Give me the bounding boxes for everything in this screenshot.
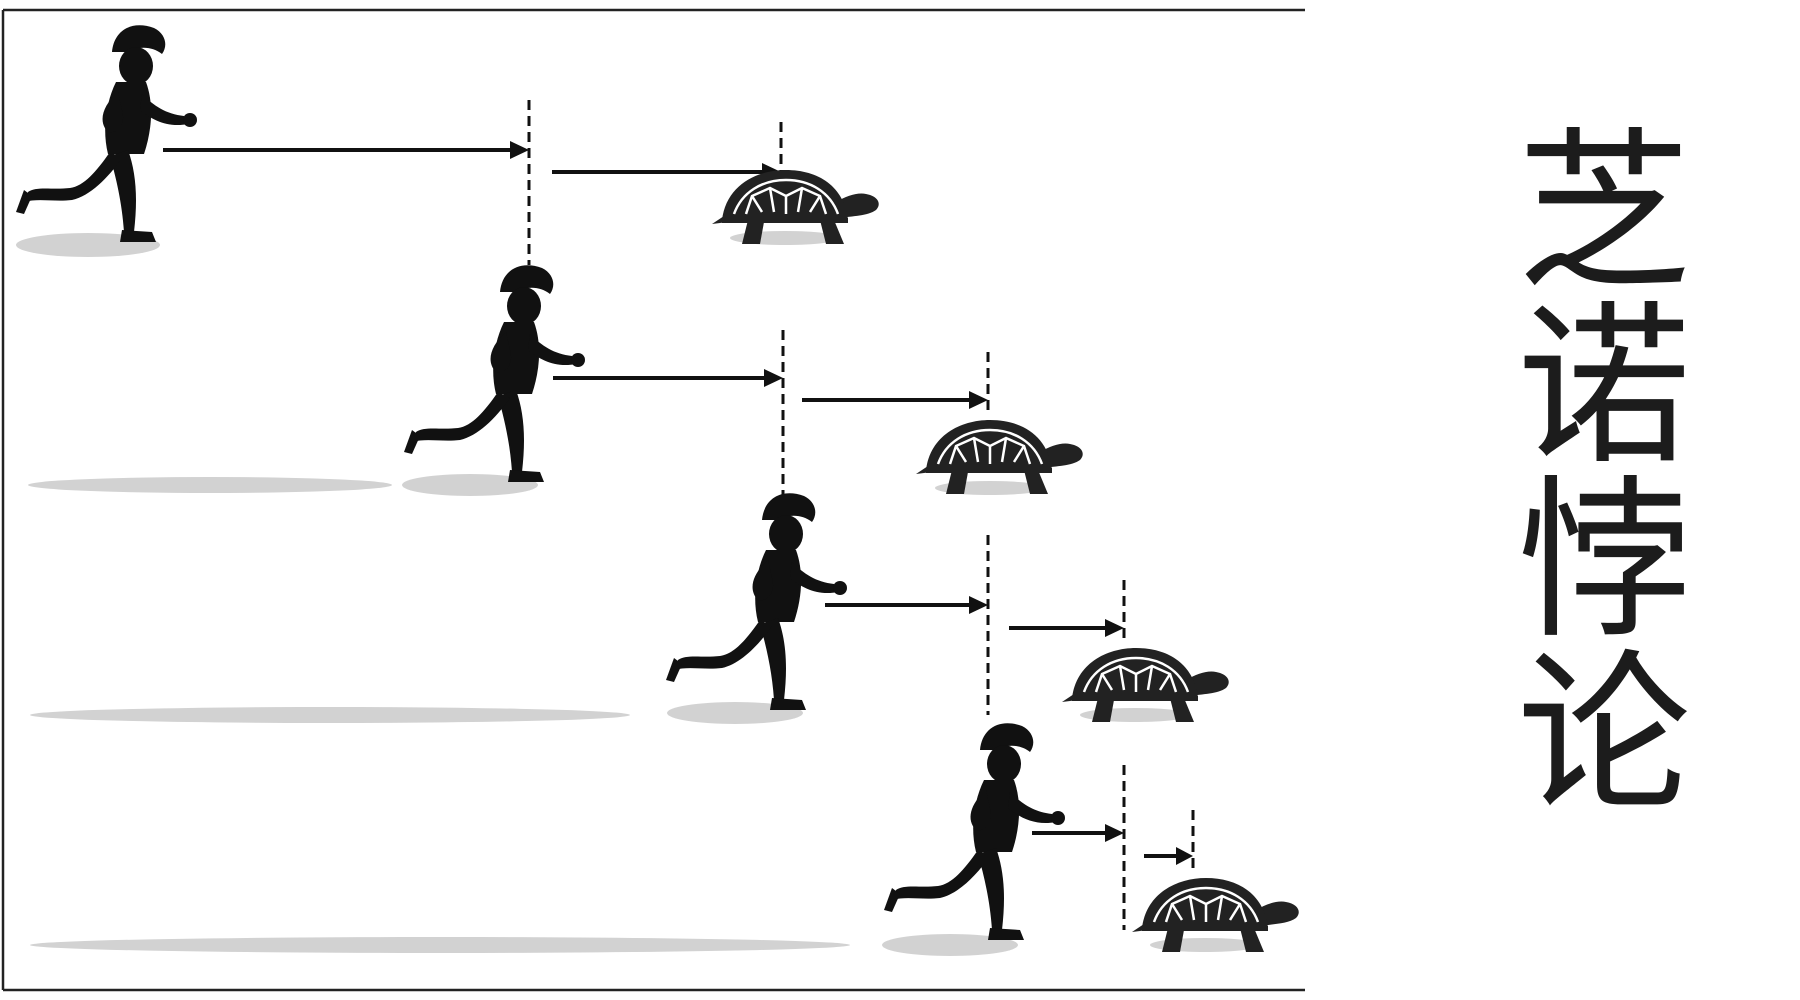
runner-silhouette-icon bbox=[16, 25, 197, 242]
track-shadow bbox=[30, 707, 630, 723]
arrowhead bbox=[764, 369, 783, 387]
runner-shadow bbox=[667, 702, 803, 724]
track-shadow bbox=[30, 937, 850, 953]
runner-silhouette-icon bbox=[404, 265, 585, 482]
arrowhead bbox=[1105, 824, 1124, 842]
arrowhead bbox=[510, 141, 529, 159]
arrowhead bbox=[969, 391, 988, 409]
distance-arrows bbox=[163, 141, 1193, 865]
ground-shadows bbox=[16, 231, 1260, 956]
arrowhead bbox=[1105, 619, 1124, 637]
track-shadow bbox=[28, 477, 392, 493]
runner-shadow bbox=[882, 934, 1018, 956]
arrowhead bbox=[1176, 847, 1193, 865]
page-title: 芝诺悖论 bbox=[1487, 120, 1690, 816]
position-markers bbox=[527, 100, 1195, 930]
runner-shadow bbox=[402, 474, 538, 496]
runner-silhouette-icon bbox=[666, 493, 847, 710]
arrowhead bbox=[969, 596, 988, 614]
